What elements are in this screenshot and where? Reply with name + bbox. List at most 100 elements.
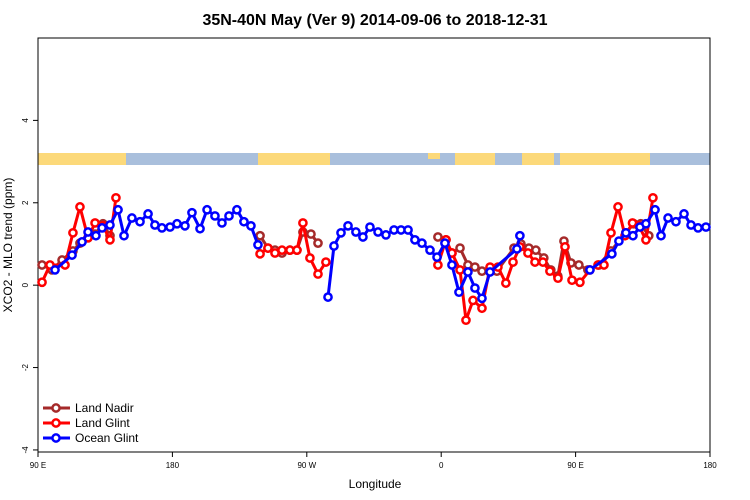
data-point <box>255 230 265 241</box>
data-point <box>210 211 220 221</box>
data-point <box>606 227 616 238</box>
data-point <box>454 287 464 298</box>
data-point <box>501 278 511 288</box>
x-tick-label: 180 <box>166 461 180 470</box>
data-point <box>455 243 465 253</box>
data-point <box>701 222 711 232</box>
legend-label: Ocean Glint <box>75 431 139 445</box>
legend-marker <box>51 403 61 413</box>
data-point <box>77 237 87 247</box>
data-point <box>143 209 153 219</box>
data-point <box>679 209 689 219</box>
chart-title: 35N-40N May (Ver 9) 2014-09-06 to 2018-1… <box>202 12 547 29</box>
data-point <box>263 243 273 253</box>
data-point <box>343 220 353 231</box>
data-point <box>113 204 123 215</box>
data-point <box>50 265 60 275</box>
legend-marker <box>51 418 61 428</box>
data-point <box>641 218 651 229</box>
data-point <box>83 227 93 237</box>
data-point <box>373 227 383 237</box>
data-point <box>305 253 315 263</box>
data-point <box>255 249 265 259</box>
data-point <box>119 230 129 241</box>
data-point <box>461 315 471 326</box>
data-point <box>306 229 316 239</box>
x-tick-label: 90 E <box>567 461 583 470</box>
data-point <box>567 275 577 286</box>
data-point <box>246 220 256 231</box>
data-point <box>613 202 623 212</box>
y-tick-label: 2 <box>21 200 30 205</box>
data-point <box>111 192 121 203</box>
y-tick-label: -2 <box>21 363 30 371</box>
data-point <box>641 235 651 245</box>
data-point <box>433 260 443 270</box>
data-point <box>538 257 548 267</box>
data-point <box>105 220 115 230</box>
data-point <box>403 225 413 235</box>
data-point <box>468 295 478 306</box>
data-point <box>545 266 555 277</box>
data-point <box>447 260 457 270</box>
data-point <box>90 218 100 228</box>
data-point <box>530 257 540 267</box>
data-point <box>671 216 681 227</box>
data-point <box>313 238 323 248</box>
data-point <box>585 265 595 275</box>
data-point <box>323 292 333 302</box>
data-point <box>650 204 660 215</box>
data-point <box>329 241 339 251</box>
data-point <box>298 218 308 228</box>
data-point <box>37 260 47 270</box>
y-tick-label: 4 <box>21 118 30 123</box>
data-point <box>553 273 563 284</box>
data-point <box>292 245 302 255</box>
data-point <box>656 230 666 241</box>
data-point <box>531 245 541 255</box>
data-point <box>224 211 234 221</box>
data-point <box>253 239 263 250</box>
data-point <box>202 204 212 215</box>
data-point <box>336 227 346 238</box>
data-point <box>470 283 480 293</box>
data-point <box>575 277 585 288</box>
x-tick-label: 90 E <box>30 461 46 470</box>
data-point <box>523 248 533 258</box>
data-point <box>470 262 480 272</box>
data-point <box>663 213 673 223</box>
y-axis-label: XCO2 - MLO trend (ppm) <box>1 178 15 313</box>
data-point <box>97 223 107 233</box>
data-point <box>239 216 249 227</box>
data-point <box>614 236 624 246</box>
data-point <box>477 266 487 277</box>
data-point <box>485 267 495 277</box>
data-point <box>365 222 375 232</box>
y-tick-label: 0 <box>21 282 30 287</box>
data-point <box>648 192 658 203</box>
y-tick-label: -4 <box>21 446 30 454</box>
data-point <box>512 244 522 254</box>
data-point <box>37 277 47 288</box>
data-point <box>417 238 427 248</box>
legend-marker <box>51 433 61 443</box>
legend-label: Land Glint <box>75 416 130 430</box>
data-point <box>180 220 190 231</box>
data-point <box>172 218 182 229</box>
data-point <box>127 213 137 223</box>
data-point <box>217 218 227 228</box>
data-point <box>381 230 391 240</box>
data-point <box>277 245 287 255</box>
data-point <box>574 260 584 270</box>
data-point <box>455 265 465 275</box>
data-point <box>463 267 473 277</box>
data-point <box>432 252 442 263</box>
data-point <box>515 230 525 241</box>
data-point <box>75 202 85 212</box>
data-point <box>105 235 115 245</box>
data-point <box>351 227 361 237</box>
data-point <box>477 303 487 314</box>
data-point <box>607 249 617 259</box>
